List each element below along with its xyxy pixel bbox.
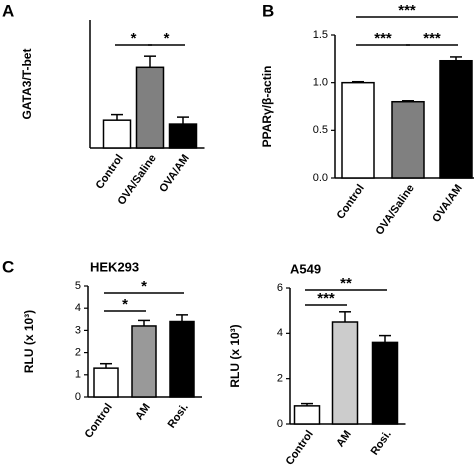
y-tick-label: 4: [277, 327, 283, 339]
x-tick-label: AM: [133, 402, 153, 423]
y-tick-label: 2: [277, 373, 283, 385]
significance-label: ***: [398, 2, 416, 19]
bar: [439, 59, 473, 179]
y-tick-label: 6: [277, 282, 283, 294]
bar: [135, 66, 165, 149]
panel-letter: C: [2, 257, 14, 276]
y-axis-label: GATA3/T-bet: [20, 49, 34, 120]
panel-letter: A: [2, 1, 14, 20]
x-tick-label: OVA/Saline: [373, 183, 416, 238]
x-tick-label: Control: [284, 429, 316, 468]
x-tick-label: Control: [335, 183, 367, 222]
y-axis-label: RLU (x 10³): [228, 324, 242, 387]
significance-label: ***: [317, 290, 335, 307]
significance-label: ***: [423, 30, 441, 47]
y-tick-label: 0.0: [313, 172, 328, 184]
y-tick-label: 0: [75, 391, 81, 403]
significance-label: *: [131, 30, 137, 47]
significance-label: *: [122, 296, 128, 313]
x-tick-label: Rosi.: [369, 429, 394, 458]
x-tick-label: Control: [83, 402, 115, 441]
bar: [341, 81, 375, 179]
x-tick-label: Control: [94, 153, 126, 192]
bar: [102, 119, 132, 149]
y-tick-label: 3: [75, 324, 81, 336]
y-tick-label: 0: [277, 418, 283, 430]
y-axis-label: PPARγ/β-actin: [260, 66, 274, 148]
bar: [293, 405, 321, 425]
bar: [131, 325, 157, 398]
x-tick-label: Rosi.: [166, 402, 191, 431]
bar: [391, 100, 425, 179]
chart-title: A549: [290, 261, 321, 276]
y-tick-label: 1.0: [313, 77, 328, 89]
bar: [168, 123, 198, 149]
panel-letter: B: [262, 1, 274, 20]
bar: [169, 320, 195, 398]
bar: [331, 321, 359, 425]
significance-label: ***: [374, 30, 392, 47]
significance-label: **: [340, 275, 352, 292]
y-tick-label: 0.5: [313, 124, 328, 136]
y-tick-label: 2: [75, 347, 81, 359]
chart-title: HEK293: [90, 259, 139, 274]
y-tick-label: 1: [75, 369, 81, 381]
significance-label: *: [164, 30, 170, 47]
bar: [93, 367, 119, 398]
x-tick-label: OVA/AM: [157, 153, 192, 195]
x-tick-label: OVA/AM: [430, 183, 465, 225]
y-axis-label: RLU (x 10³): [22, 310, 36, 373]
y-tick-label: 4: [75, 302, 81, 314]
x-tick-label: AM: [334, 429, 354, 450]
significance-label: *: [141, 278, 147, 295]
y-tick-label: 1.5: [313, 29, 328, 41]
bar: [371, 341, 399, 425]
y-tick-label: 5: [75, 280, 81, 292]
